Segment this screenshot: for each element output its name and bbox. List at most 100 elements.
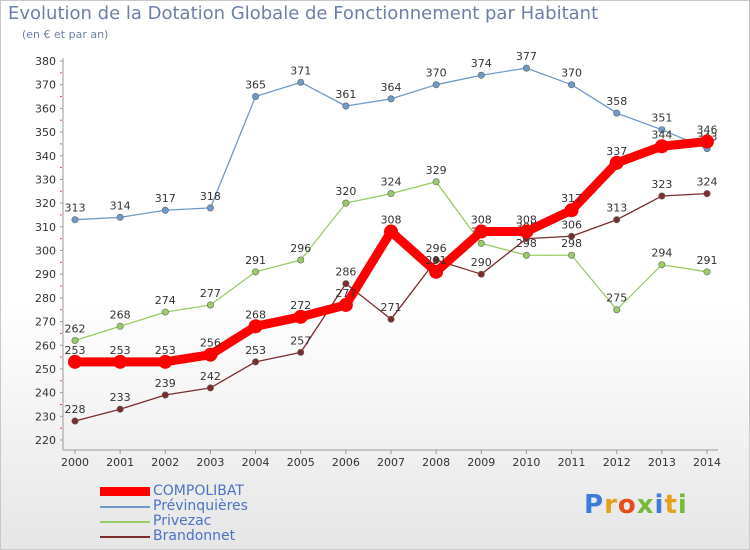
x-tick-label: 2012	[603, 456, 631, 469]
data-label: 291	[426, 254, 447, 267]
data-point	[429, 264, 444, 279]
logo-letter: x	[636, 490, 655, 520]
data-label: 317	[561, 192, 582, 205]
data-label: 272	[290, 299, 311, 312]
x-tick-label: 2002	[151, 456, 179, 469]
x-tick-label: 2004	[242, 456, 270, 469]
data-point	[116, 405, 124, 413]
data-label: 364	[381, 81, 402, 94]
data-point	[387, 95, 395, 103]
series-line	[70, 137, 712, 367]
data-point	[658, 261, 666, 269]
y-tick-label: 270	[35, 316, 56, 329]
data-label: 313	[606, 202, 627, 215]
data-label: 242	[200, 370, 221, 383]
y-tick-label: 240	[35, 387, 56, 400]
data-label: 361	[335, 88, 356, 101]
x-tick-label: 2006	[332, 456, 360, 469]
x-tick-label: 2010	[512, 456, 540, 469]
y-tick-label: 320	[35, 197, 56, 210]
data-label: 329	[426, 164, 447, 177]
data-label: 313	[65, 202, 86, 215]
data-point	[248, 319, 263, 334]
data-label: 308	[516, 214, 537, 227]
data-point	[113, 354, 128, 369]
data-point	[297, 78, 305, 86]
data-point	[297, 256, 305, 264]
data-label: 320	[335, 185, 356, 198]
data-label: 351	[651, 112, 672, 125]
x-tick-label: 2014	[693, 456, 721, 469]
data-point	[613, 306, 621, 314]
y-tick-label: 300	[35, 245, 56, 258]
legend-swatch	[100, 506, 150, 508]
data-point	[116, 213, 124, 221]
data-label: 371	[290, 64, 311, 77]
data-label: 308	[471, 214, 492, 227]
data-point	[564, 203, 579, 218]
data-point	[342, 102, 350, 110]
data-label: 239	[155, 377, 176, 390]
data-label: 275	[606, 292, 627, 305]
y-tick-label: 360	[35, 102, 56, 115]
chart-title: Evolution de la Dotation Globale de Fonc…	[8, 3, 599, 24]
x-tick-label: 2009	[467, 456, 495, 469]
x-tick-label: 2005	[287, 456, 315, 469]
data-point	[161, 391, 169, 399]
data-point	[519, 224, 534, 239]
data-point	[71, 216, 79, 224]
data-label: 257	[290, 334, 311, 347]
data-point	[158, 354, 173, 369]
data-point	[703, 268, 711, 276]
data-label: 262	[65, 323, 86, 336]
data-point	[654, 139, 669, 154]
data-label: 374	[471, 57, 492, 70]
x-tick-label: 2007	[377, 456, 405, 469]
data-point	[474, 224, 489, 239]
data-label: 253	[245, 344, 266, 357]
data-label: 268	[245, 308, 266, 321]
data-label: 377	[516, 50, 537, 63]
legend-swatch	[100, 521, 150, 523]
data-point	[71, 417, 79, 425]
x-tick-label: 2001	[106, 456, 134, 469]
logo-letter: P	[584, 490, 605, 520]
data-point	[658, 126, 666, 134]
data-label: 233	[110, 391, 131, 404]
y-tick-label: 380	[35, 55, 56, 68]
data-label: 277	[200, 287, 221, 300]
data-point	[568, 251, 576, 259]
data-point	[522, 251, 530, 259]
data-label: 228	[65, 403, 86, 416]
data-label: 268	[110, 308, 131, 321]
chart-subtitle: (en € et par an)	[22, 28, 109, 41]
legend-label: COMPOLIBAT	[153, 483, 244, 499]
data-label: 256	[200, 337, 221, 350]
data-point	[342, 199, 350, 207]
data-point	[252, 93, 260, 101]
x-tick-label: 2013	[648, 456, 676, 469]
y-tick-label: 230	[35, 410, 56, 423]
y-tick-label: 290	[35, 268, 56, 281]
data-label: 308	[381, 214, 402, 227]
data-point	[613, 109, 621, 117]
data-point	[203, 347, 218, 362]
data-point	[700, 134, 714, 149]
data-point	[522, 64, 530, 72]
data-label: 337	[606, 145, 627, 158]
x-tick-label: 2008	[422, 456, 450, 469]
data-label: 298	[516, 237, 537, 250]
legend-label: Prévinquières	[153, 498, 248, 514]
logo-letter: t	[664, 490, 678, 520]
data-point	[71, 337, 79, 345]
y-tick-label: 280	[35, 292, 56, 305]
x-tick-label: 2011	[558, 456, 586, 469]
legend-swatch	[100, 487, 150, 496]
data-point	[206, 301, 214, 309]
y-tick-label: 310	[35, 221, 56, 234]
data-point	[477, 270, 485, 278]
y-tick-label: 220	[35, 434, 56, 447]
data-point	[658, 192, 666, 200]
